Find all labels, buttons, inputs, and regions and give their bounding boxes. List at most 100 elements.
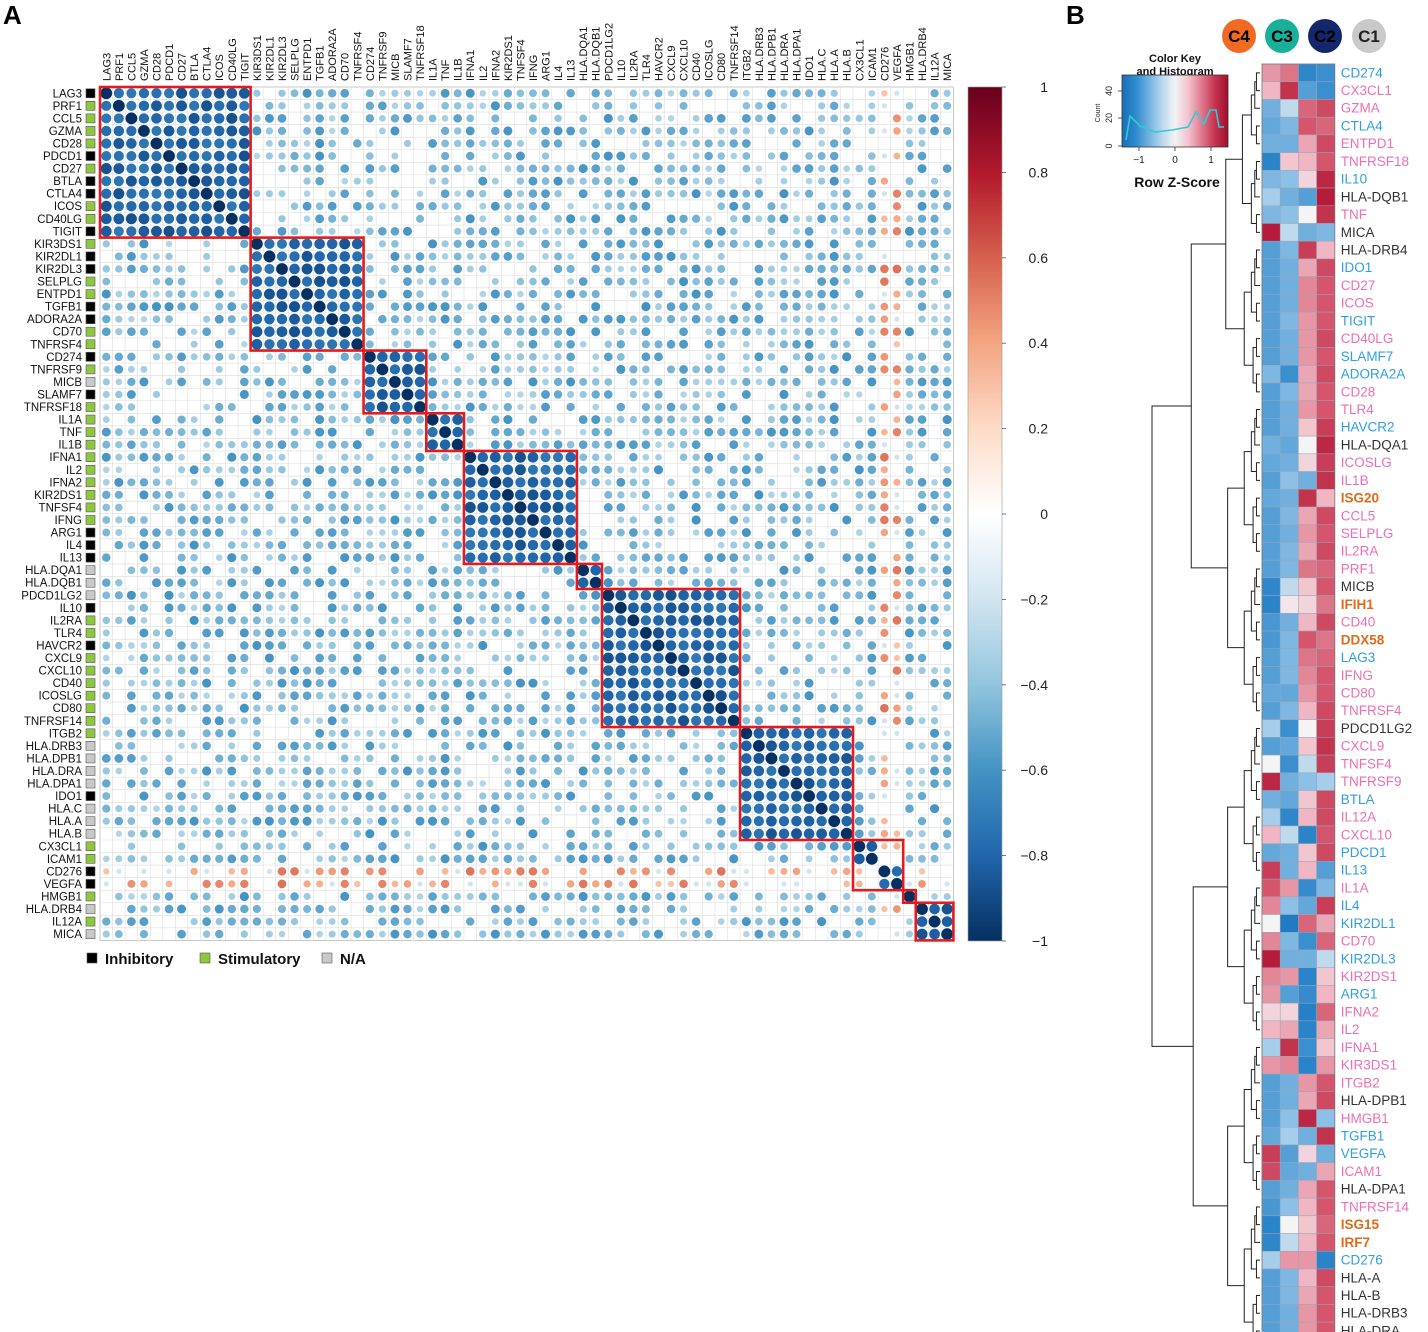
correlation-dot: [892, 202, 902, 211]
correlation-dot: [730, 842, 738, 850]
correlation-dot: [353, 591, 361, 599]
correlation-dot: [805, 490, 814, 499]
correlation-dot: [479, 930, 487, 938]
zscore-cell: [1298, 807, 1317, 827]
correlation-dot: [828, 765, 840, 777]
col-gene-label: CD276: [879, 47, 891, 81]
correlation-dot: [753, 790, 765, 802]
row-dendrogram: [1151, 72, 1260, 1332]
correlation-dot: [529, 604, 537, 612]
correlation-dot: [805, 428, 814, 437]
correlation-dot: [843, 441, 851, 449]
correlation-dot: [666, 214, 676, 224]
correlation-dot: [931, 315, 938, 323]
correlation-dot: [541, 277, 550, 286]
correlation-dot: [617, 265, 625, 273]
correlation-dot: [752, 739, 765, 752]
correlation-dot: [917, 791, 927, 801]
correlation-dot: [641, 352, 651, 362]
row-gene-label: IRF7: [1341, 1235, 1370, 1250]
correlation-dot: [453, 578, 462, 587]
correlation-dot: [553, 314, 563, 324]
row-gene-label: CX3CL1: [1341, 83, 1392, 98]
correlation-dot: [226, 138, 237, 149]
correlation-dot: [113, 201, 124, 212]
correlation-dot: [742, 516, 750, 524]
correlation-dot: [894, 680, 900, 686]
correlation-dot: [767, 290, 775, 298]
correlation-dot: [326, 251, 338, 262]
correlation-dot: [178, 855, 186, 863]
correlation-dot: [353, 415, 361, 424]
correlation-dot: [527, 464, 539, 475]
correlation-dot: [716, 627, 727, 639]
correlation-dot: [855, 529, 863, 536]
correlation-dot: [514, 539, 526, 551]
correlation-dot: [504, 930, 512, 938]
row-gene-label: PRF1: [53, 101, 82, 113]
correlation-dot: [654, 804, 663, 813]
correlation-dot: [817, 289, 826, 299]
correlation-dot: [176, 213, 187, 225]
dendrogram-branch: [1252, 1144, 1257, 1181]
correlation-dot: [591, 892, 600, 901]
correlation-dot: [404, 328, 411, 336]
correlation-dot: [315, 465, 325, 475]
correlation-dot: [729, 829, 738, 838]
correlation-dot: [203, 315, 211, 323]
correlation-dot: [453, 603, 463, 613]
correlation-dot: [327, 565, 337, 575]
correlation-dot: [918, 264, 927, 273]
correlation-dot: [277, 402, 287, 412]
correlation-dot: [705, 165, 712, 172]
correlation-dot: [352, 779, 362, 788]
correlation-dot: [905, 591, 914, 600]
correlation-dot: [338, 325, 351, 338]
correlation-dot: [654, 578, 663, 587]
correlation-dot: [755, 215, 763, 223]
correlation-dot: [416, 905, 424, 913]
correlation-dot: [102, 629, 110, 637]
correlation-dot: [366, 779, 374, 788]
correlation-dot: [353, 503, 361, 512]
zscore-cell: [1279, 985, 1299, 1004]
correlation-dot: [629, 792, 638, 800]
correlation-dot: [391, 616, 399, 625]
correlation-dot: [679, 89, 688, 98]
zscore-cell: [1279, 489, 1299, 508]
correlation-dot: [290, 440, 299, 449]
row-gene-label: HLA.C: [48, 804, 82, 816]
correlation-dot: [139, 427, 149, 437]
correlation-dot: [491, 139, 500, 148]
correlation-dot: [428, 565, 437, 575]
correlation-dot: [943, 252, 951, 260]
correlation-dot: [603, 702, 614, 714]
correlation-dot: [729, 403, 738, 412]
correlation-dot: [466, 353, 474, 361]
correlation-dot: [615, 652, 627, 664]
correlation-dot: [340, 503, 349, 512]
correlation-dot: [665, 652, 677, 664]
correlation-dot: [642, 453, 650, 461]
correlation-dot: [341, 767, 349, 775]
correlation-dot: [894, 492, 900, 498]
correlation-dot: [767, 353, 776, 361]
correlation-dot: [365, 590, 375, 600]
correlation-dot: [276, 313, 288, 325]
correlation-dot: [931, 566, 939, 574]
correlation-dot: [554, 365, 562, 373]
correlation-dot: [265, 804, 274, 813]
zscore-cell: [1316, 595, 1336, 614]
correlation-dot: [101, 427, 111, 437]
correlation-dot: [140, 805, 148, 813]
col-gene-label: HLA.DPB1: [766, 28, 778, 81]
correlation-dot: [691, 314, 701, 324]
correlation-dot: [453, 264, 463, 274]
correlation-dot: [516, 729, 525, 738]
correlation-dot: [716, 640, 727, 651]
correlation-dot: [265, 842, 274, 850]
row-gene-label: TIGIT: [53, 226, 82, 238]
correlation-dot: [566, 164, 575, 173]
row-gene-label: HLA.DRA: [32, 766, 82, 778]
correlation-dot: [742, 189, 751, 198]
